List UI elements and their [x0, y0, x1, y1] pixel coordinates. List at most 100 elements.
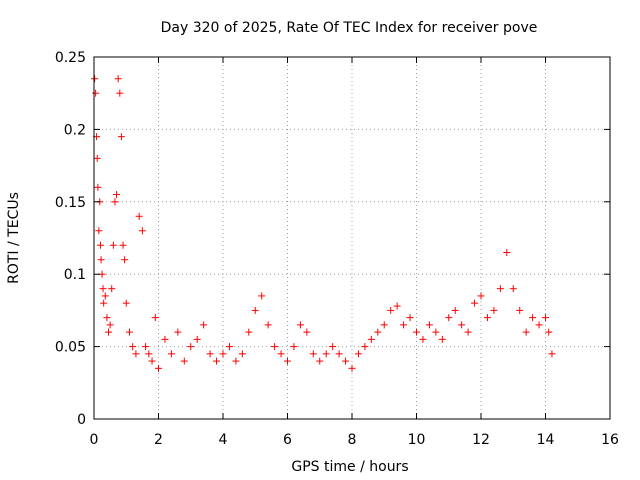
x-tick-label: 2 [154, 432, 163, 448]
data-point [121, 256, 129, 264]
y-tick-label: 0.2 [64, 122, 86, 138]
chart-title: Day 320 of 2025, Rate Of TEC Index for r… [161, 20, 538, 36]
data-point [193, 335, 201, 343]
x-axis-label: GPS time / hours [291, 459, 408, 475]
data-point [114, 75, 122, 83]
x-tick-label: 4 [219, 432, 228, 448]
data-point [425, 321, 433, 329]
y-axis-label: ROTI / TECUs [6, 192, 22, 284]
data-point [277, 350, 285, 358]
data-point [95, 227, 103, 235]
data-point [138, 227, 146, 235]
x-tick-label: 0 [90, 432, 99, 448]
y-tick-label: 0.05 [55, 340, 86, 356]
data-point [400, 321, 408, 329]
data-point [535, 321, 543, 329]
data-point [374, 328, 382, 336]
data-point [92, 89, 100, 97]
data-point [290, 343, 298, 351]
data-point [119, 241, 127, 249]
data-point [303, 328, 311, 336]
x-tick-labels: 0 2 4 6 8 10 12 14 16 [90, 432, 619, 448]
data-point [93, 154, 101, 162]
data-point [451, 306, 459, 314]
data-point [483, 314, 491, 322]
data-point [142, 343, 150, 351]
data-point [232, 357, 240, 365]
data-point [99, 285, 107, 293]
data-point [464, 328, 472, 336]
data-point [522, 328, 530, 336]
data-point [151, 314, 159, 322]
data-point [94, 183, 102, 191]
data-point [113, 191, 121, 199]
data-point [108, 285, 116, 293]
data-point [271, 343, 279, 351]
data-point [109, 241, 117, 249]
data-point [245, 328, 253, 336]
data-point [238, 350, 246, 358]
data-point [135, 212, 143, 220]
grid-lines [94, 57, 610, 419]
data-point [296, 321, 304, 329]
data-point [148, 357, 156, 365]
data-point [251, 306, 259, 314]
data-point [167, 350, 175, 358]
data-point [106, 321, 114, 329]
data-point [393, 302, 401, 310]
data-point [322, 350, 330, 358]
data-point [96, 241, 104, 249]
x-tick-label: 6 [283, 432, 292, 448]
data-points [91, 75, 556, 372]
data-point [284, 357, 291, 365]
data-point [219, 350, 227, 358]
x-tick-label: 12 [472, 432, 490, 448]
data-point [548, 350, 556, 358]
data-point [413, 328, 420, 336]
data-point [477, 292, 485, 300]
data-point [100, 299, 108, 307]
data-point [516, 306, 524, 314]
data-point [545, 328, 553, 336]
data-point [503, 248, 511, 256]
data-point [406, 314, 414, 322]
data-point [103, 314, 111, 322]
data-point [264, 321, 272, 329]
data-point [309, 350, 317, 358]
data-point [542, 314, 549, 322]
data-point [432, 328, 440, 336]
data-point [380, 321, 388, 329]
data-point [91, 75, 99, 83]
data-point [116, 89, 124, 97]
data-point [367, 335, 375, 343]
data-point [129, 343, 137, 351]
data-point [509, 285, 517, 293]
data-point [105, 328, 113, 336]
data-point [125, 328, 133, 336]
y-tick-label: 0.1 [64, 267, 86, 283]
data-point [490, 306, 498, 314]
data-point [187, 343, 195, 351]
y-tick-labels: 0 0.05 0.1 0.15 0.2 0.25 [55, 50, 86, 428]
data-point [471, 299, 479, 307]
data-point [335, 350, 343, 358]
axis-ticks [93, 56, 611, 420]
y-tick-label: 0.15 [55, 195, 86, 211]
data-point [496, 285, 504, 293]
x-tick-label: 16 [601, 432, 619, 448]
data-point [117, 133, 125, 141]
y-tick-label: 0.25 [55, 50, 86, 66]
data-point [361, 343, 369, 351]
data-point [161, 335, 169, 343]
data-point [101, 292, 109, 300]
data-point [354, 350, 362, 358]
data-point [258, 292, 266, 300]
data-point [387, 306, 395, 314]
data-point [342, 357, 350, 365]
data-point [419, 335, 427, 343]
x-tick-label: 10 [408, 432, 426, 448]
data-point [174, 328, 182, 336]
data-point [200, 321, 208, 329]
data-point [348, 364, 356, 372]
